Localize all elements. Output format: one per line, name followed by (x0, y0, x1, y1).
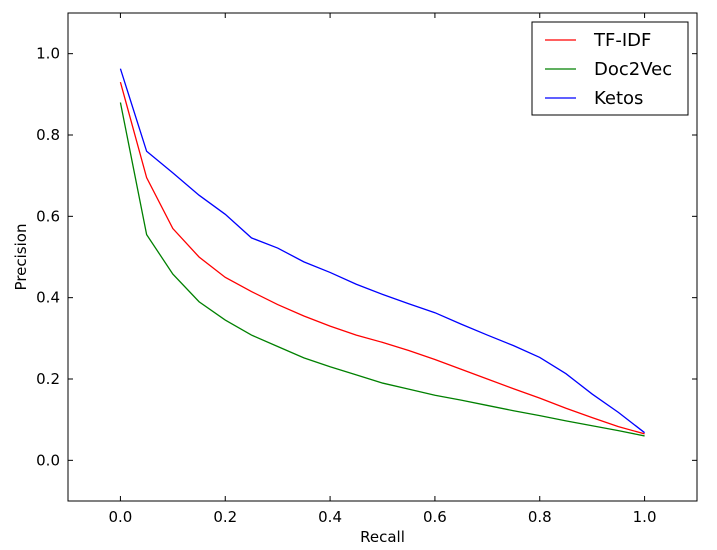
x-tick-label: 0.2 (213, 508, 237, 526)
y-tick-label: 0.2 (36, 370, 60, 388)
y-axis-label: Precision (12, 224, 30, 291)
y-axis-ticks: 0.0 0.2 0.4 0.6 0.8 1.0 (36, 45, 697, 469)
x-tick-label: 0.6 (423, 508, 447, 526)
y-tick-label: 0.8 (36, 126, 60, 144)
x-tick-label: 0.0 (108, 508, 132, 526)
x-axis-label: Recall (360, 528, 405, 546)
legend: TF-IDF Doc2Vec Ketos (531, 21, 689, 116)
legend-label: TF-IDF (593, 30, 651, 51)
series-line-tf-idf (119, 81, 645, 435)
legend-label: Doc2Vec (594, 59, 672, 80)
y-tick-label: 0.6 (36, 207, 60, 225)
x-tick-label: 1.0 (633, 508, 657, 526)
plot-lines (119, 68, 645, 437)
legend-label: Ketos (594, 88, 643, 109)
x-tick-label: 0.8 (528, 508, 552, 526)
series-line-ketos (119, 68, 645, 434)
x-axis-ticks: 0.0 0.2 0.4 0.6 0.8 1.0 (108, 13, 657, 526)
series-line-doc2vec (119, 102, 645, 437)
x-tick-label: 0.4 (318, 508, 342, 526)
plot-frame (67, 12, 698, 502)
y-tick-label: 0.0 (36, 451, 60, 469)
y-tick-label: 1.0 (36, 45, 60, 63)
y-tick-label: 0.4 (36, 289, 60, 307)
